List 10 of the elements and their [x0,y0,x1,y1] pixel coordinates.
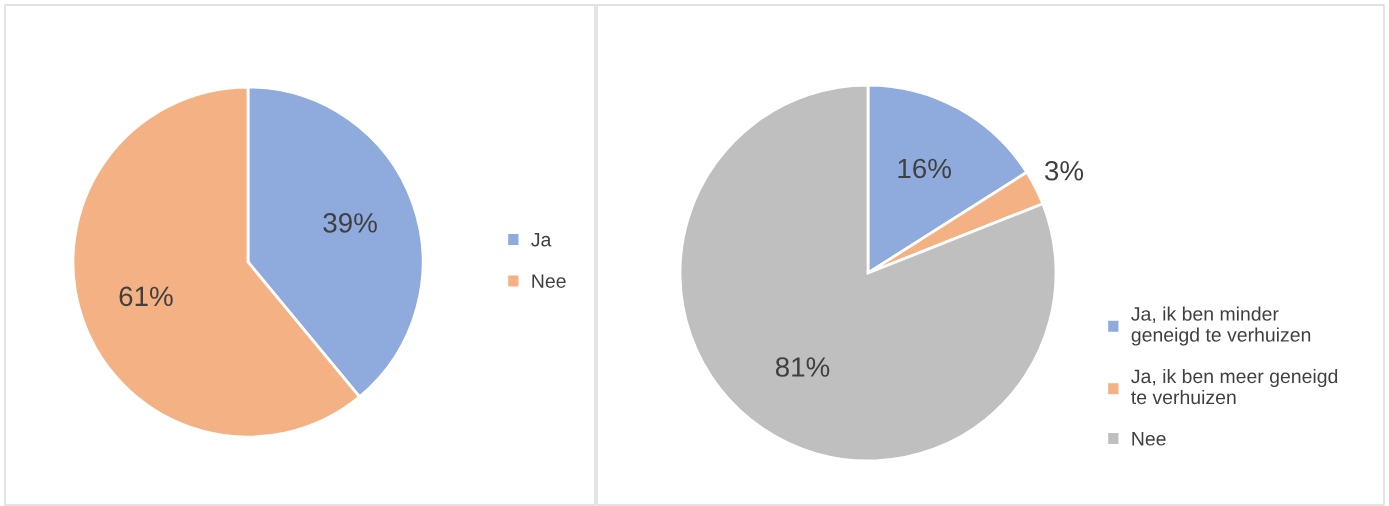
data-label: 16% [898,158,951,179]
legend-label: Nee [532,274,566,288]
data-label: 61% [119,286,173,307]
legend-label: Ja, ik ben minder geneigd te verhuizen [1131,306,1311,346]
data-label: 39% [323,213,377,233]
legend-label: Nee [1132,432,1166,446]
data-label: 81% [775,357,830,377]
legend-label: Ja [531,232,552,247]
data-label: 3% [1044,160,1084,181]
legend-label: Ja, ik ben meer geneigd te verhuizen [1131,368,1338,405]
